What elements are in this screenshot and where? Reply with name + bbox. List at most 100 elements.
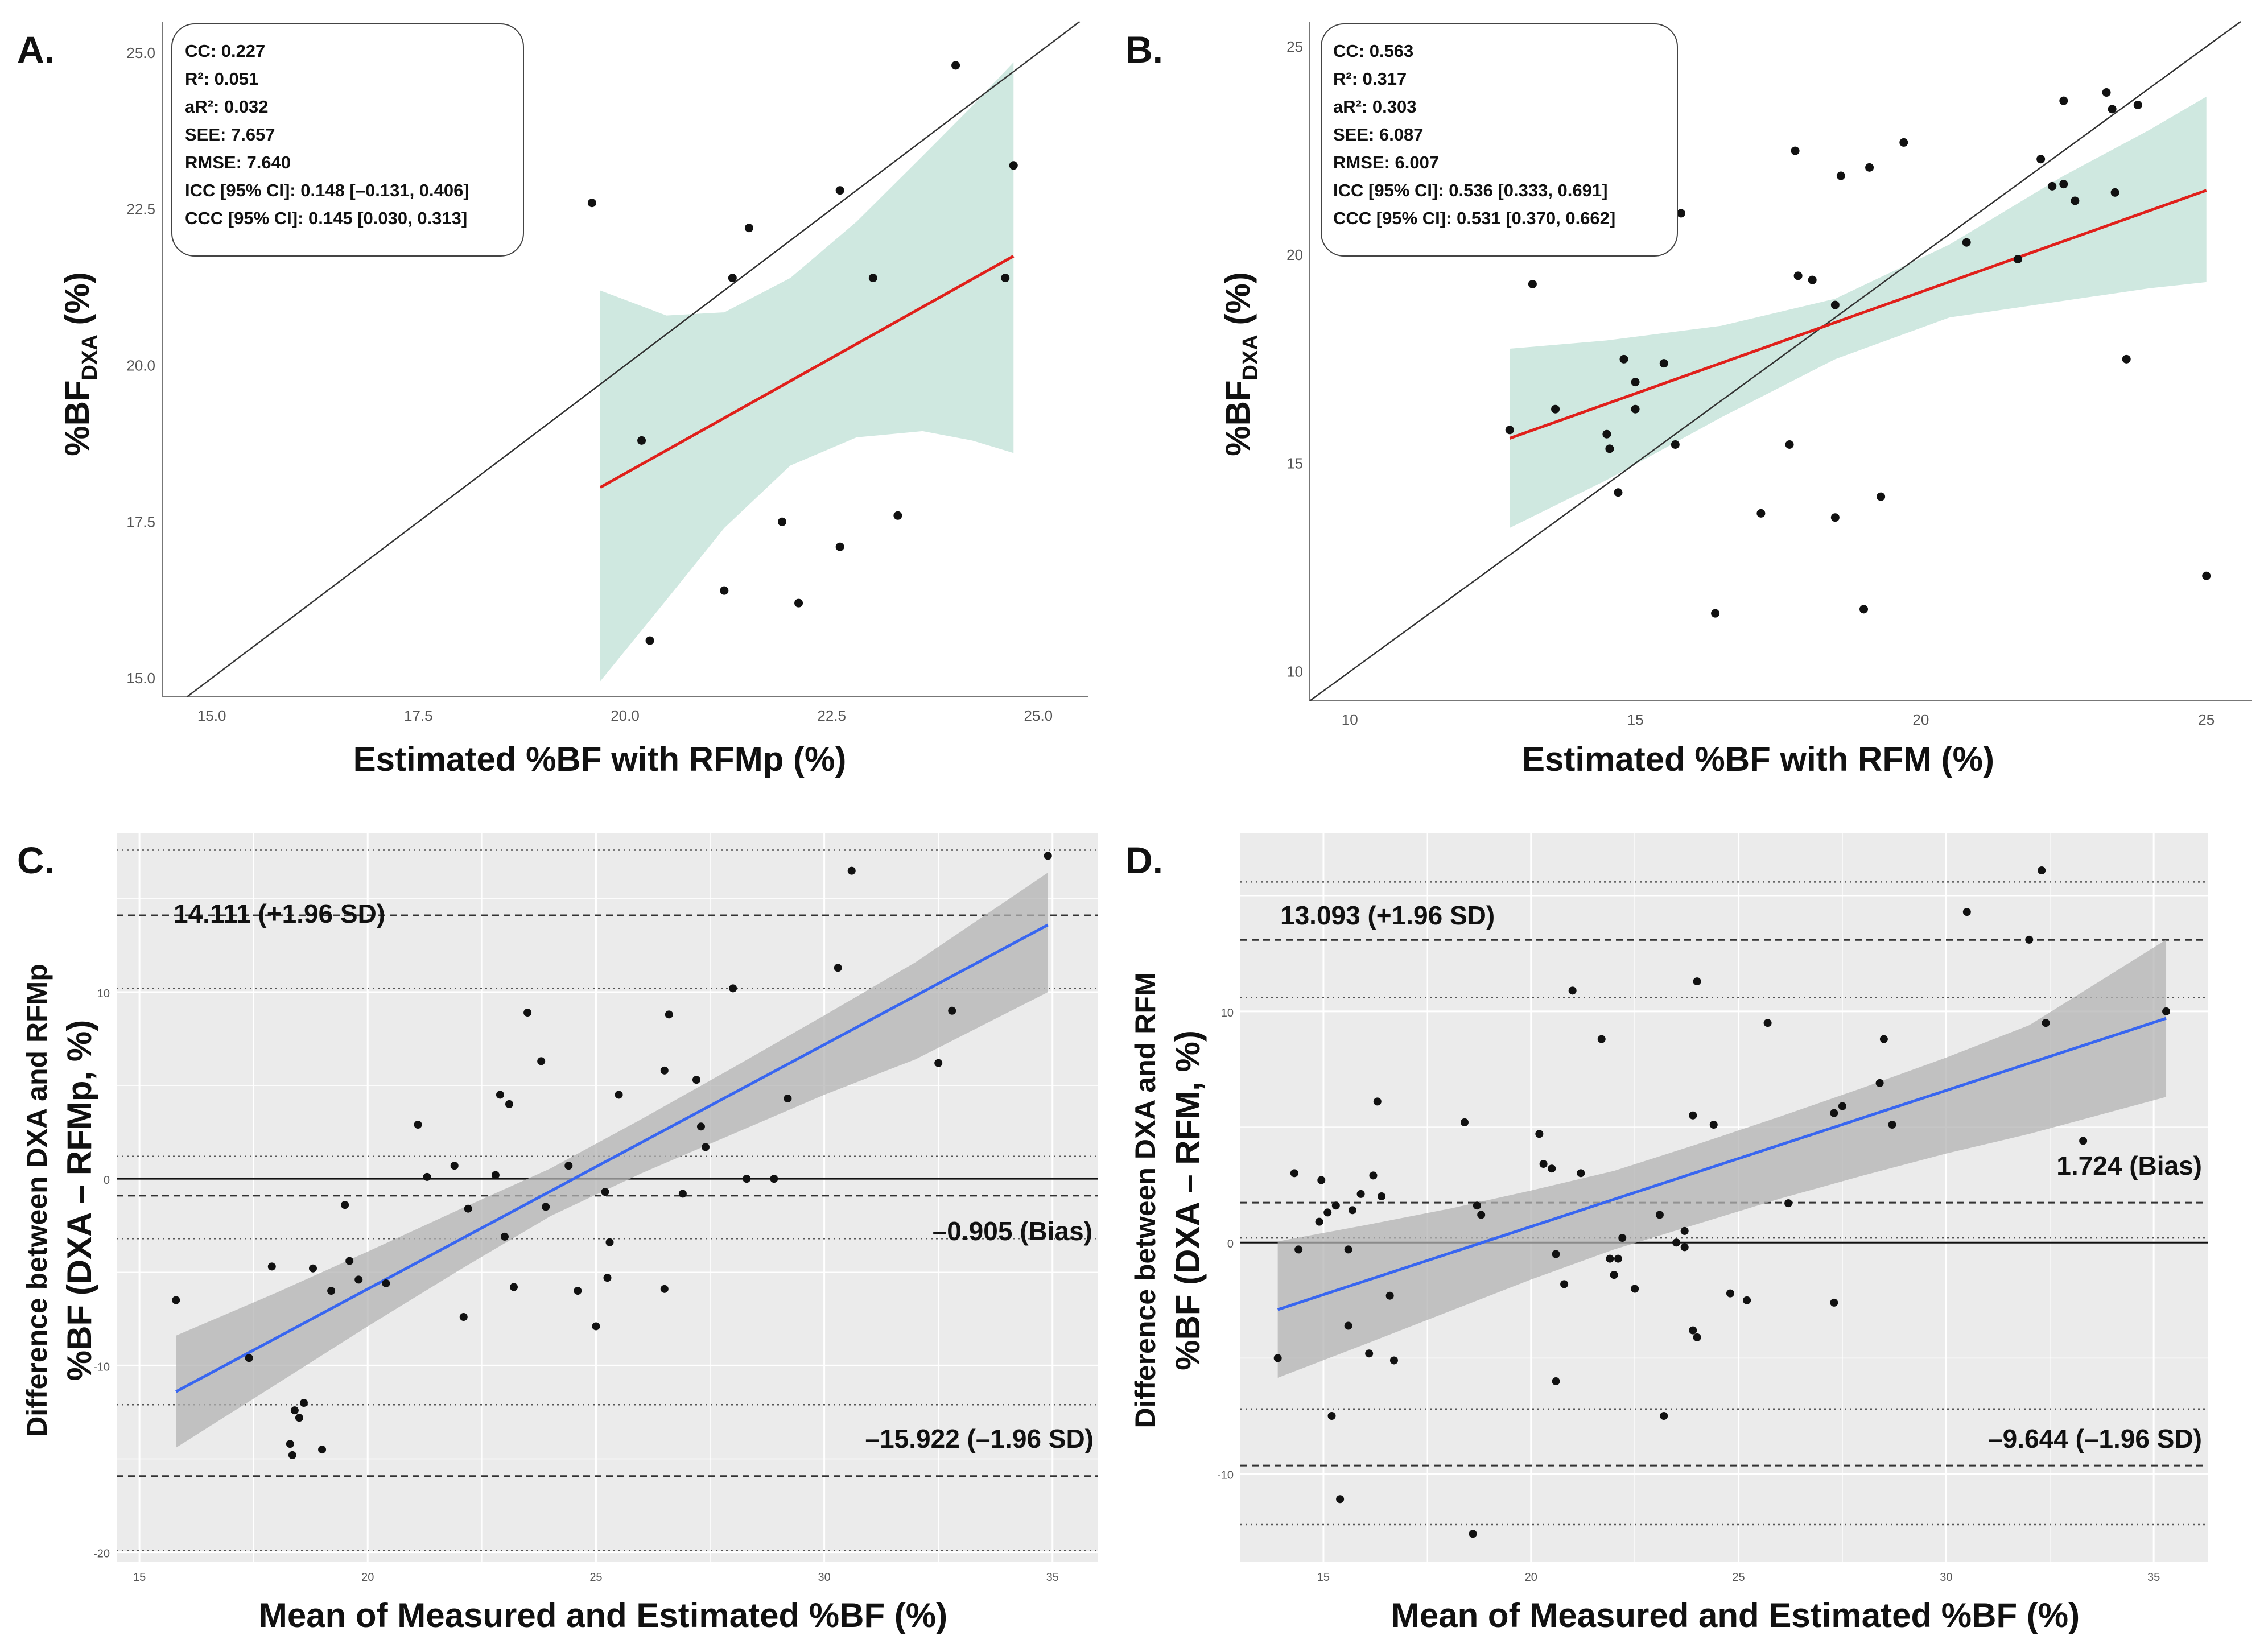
panel-b-data-point [2071, 196, 2080, 205]
panel-c-confidence-band [176, 872, 1048, 1448]
panel-a-y-tick-label: 22.5 [126, 201, 155, 218]
panel-c-data-point [542, 1203, 550, 1211]
panel-c-data-point [564, 1162, 573, 1170]
panel-a-stat-line: CCC [95% CI]: 0.145 [0.030, 0.313] [185, 208, 467, 228]
panel-c-y-tick-label: 0 [104, 1174, 110, 1187]
panel-d-data-point [1838, 1102, 1846, 1110]
panel-d-data-point [1552, 1250, 1560, 1258]
panel-c-data-point [523, 1009, 532, 1017]
panel-d-fit-line-path [1277, 1017, 2167, 1311]
panel-c-x-tick-label: 15 [133, 1571, 146, 1584]
panel-d-data-point [1689, 1326, 1697, 1335]
panel-c-data-point [537, 1057, 546, 1065]
panel-a-regression-line [599, 254, 1015, 489]
panel-d-data-point [1473, 1201, 1481, 1210]
panel-d-data-point [1726, 1289, 1734, 1298]
panel-b-x-tick-label: 15 [1627, 711, 1644, 728]
panel-a-stat-line: SEE: 7.657 [185, 125, 275, 144]
panel-a-x-tick-labels: 15.0 17.5 20.0 22.5 25.0 [197, 707, 1053, 724]
panel-d-y-axis-title-line2: %BF (DXA – RFM, %) [1169, 1030, 1207, 1370]
panel-a: 15.0 17.5 20.0 22.5 25.0 15.0 17.5 20.0 22.5 25.… [17, 21, 1088, 778]
panel-d-bias-label: 1.724 (Bias) [2056, 1151, 2202, 1180]
panel-d-data-point [1331, 1201, 1340, 1210]
panel-b-confidence-band [1510, 96, 2207, 528]
panel-d-y-axis-title-line1: Difference between DXA and RFM [1129, 972, 1161, 1428]
panel-c-data-point [354, 1275, 363, 1284]
panel-c-fit-line-path [175, 923, 1049, 1393]
panel-d-data-point [1680, 1226, 1689, 1235]
panel-d-x-tick-label: 30 [1940, 1571, 1952, 1584]
panel-a-stat-line: R²: 0.051 [185, 69, 258, 89]
panel-c-data-point [510, 1283, 518, 1291]
panel-c-data-point [290, 1406, 299, 1415]
panel-b-y-axis-title: %BFDXA (%) [1219, 272, 1263, 456]
panel-c-data-point [834, 964, 842, 972]
panel-c-data-point [318, 1446, 327, 1454]
panel-b-data-point [2108, 105, 2117, 114]
panel-b-data-points [1505, 88, 2211, 618]
panel-b-data-point [1877, 492, 1886, 501]
panel-b-data-point [1785, 440, 1794, 449]
panel-c-data-point [665, 1010, 673, 1019]
panel-d-data-point [2079, 1137, 2088, 1145]
panel-d-data-point [1693, 977, 1701, 986]
panel-c-data-point [414, 1121, 422, 1129]
panel-c-data-point [450, 1162, 459, 1170]
panel-a-plot-background [162, 22, 1088, 697]
panel-d-data-point [1378, 1192, 1386, 1200]
panel-c-data-point [267, 1262, 276, 1271]
panel-c-y-tick-label: -20 [93, 1548, 110, 1560]
panel-d-data-point [1385, 1291, 1394, 1300]
panel-b: 10 15 20 25 10 15 20 25 CC: 0.563 R²: 0.317 aR²:… [1125, 20, 2252, 778]
panel-b-x-tick-label: 10 [1342, 711, 1358, 728]
panel-d-data-point [1323, 1208, 1332, 1217]
panel-a-x-tick-label: 22.5 [817, 707, 846, 724]
panel-a-y-tick-label: 20.0 [126, 357, 155, 374]
panel-a-data-point [744, 224, 753, 233]
panel-b-data-point [1830, 513, 1840, 522]
panel-c-y-tick-label: -10 [93, 1361, 110, 1373]
panel-b-data-point [1859, 605, 1869, 614]
panel-b-data-point [2110, 188, 2119, 197]
panel-b-data-point [1899, 138, 1908, 147]
panel-d-data-point [1336, 1495, 1345, 1504]
panel-d-data-point [1709, 1121, 1718, 1129]
panel-c-regression-line [175, 923, 1049, 1393]
panel-b-data-point [1528, 279, 1537, 288]
panel-c-x-tick-labels: 15 20 25 30 35 [133, 1571, 1059, 1584]
panel-b-data-point [1602, 429, 1611, 439]
panel-b-x-axis-title: Estimated %BF with RFM (%) [1522, 740, 1994, 778]
panel-b-data-point [1836, 171, 1845, 180]
panel-a-stat-line: RMSE: 7.640 [185, 152, 291, 172]
panel-b-data-point [1619, 354, 1628, 364]
panel-c-data-point [603, 1274, 612, 1282]
panel-d-upper-limit-label: 13.093 (+1.96 SD) [1280, 901, 1495, 930]
panel-c-data-point [601, 1188, 609, 1196]
panel-c-x-tick-label: 20 [361, 1571, 374, 1584]
panel-b-stat-line: SEE: 6.087 [1333, 125, 1424, 144]
panel-c-data-point [288, 1451, 296, 1459]
panel-d-data-point [1830, 1109, 1838, 1117]
panel-d-data-point [1689, 1111, 1697, 1120]
panel-b-y-tick-label: 10 [1286, 663, 1303, 680]
panel-d-data-point [1560, 1280, 1569, 1288]
panel-c-data-point [505, 1100, 513, 1108]
panel-c-y-tick-labels: -20 -10 0 10 [93, 988, 110, 1560]
panel-a-data-point [835, 186, 844, 195]
panel-c-lower-limit-label: –15.922 (–1.96 SD) [865, 1424, 1094, 1453]
panel-d-data-point [2025, 935, 2034, 944]
panel-b-data-point [2014, 255, 2023, 264]
panel-b-regression-line [1509, 189, 2207, 440]
panel-c-data-point [692, 1076, 700, 1084]
panel-c-data-point [574, 1287, 582, 1295]
panel-d-data-point [1830, 1298, 1838, 1307]
panel-d-data-point [1552, 1377, 1560, 1386]
panel-b-data-point [1808, 275, 1817, 284]
panel-d-x-tick-label: 20 [1525, 1571, 1537, 1584]
panel-d-data-point [1568, 986, 1577, 995]
panel-b-data-point [1614, 488, 1623, 497]
panel-b-y-tick-label: 20 [1286, 246, 1303, 263]
panel-b-stat-line: aR²: 0.303 [1333, 97, 1416, 117]
panel-b-data-point [1671, 440, 1680, 449]
panel-b-data-point [1793, 271, 1803, 280]
